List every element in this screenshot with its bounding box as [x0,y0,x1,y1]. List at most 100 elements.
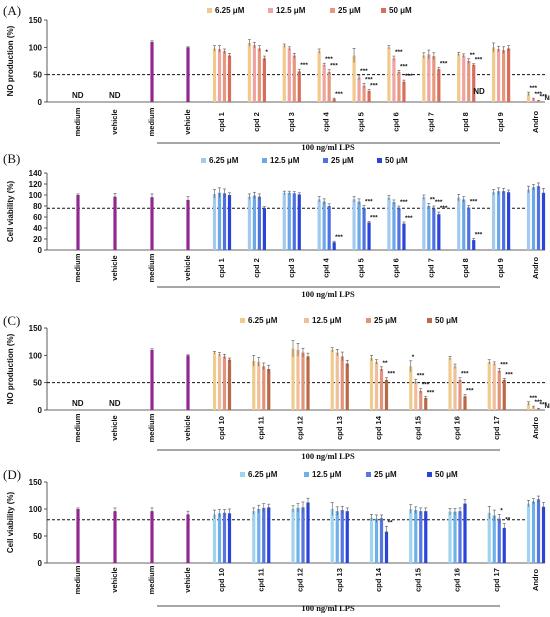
category-label: cpd 9 [496,112,505,132]
data-bar [257,48,261,102]
legend-label: 6.25 μM [248,316,278,325]
y-tick-label: 50 [33,71,42,80]
category-label: medium [147,565,156,594]
data-bar [212,514,217,563]
category-label: cpd 9 [496,258,505,278]
significance-label: ** [470,52,476,59]
category-label: cpd 5 [357,112,366,132]
legend-label: 50 μM [389,6,412,15]
data-bar [327,71,331,102]
y-tick-label: 150 [29,478,43,487]
data-bar [379,369,384,410]
data-bar [287,48,291,102]
data-bar [487,361,491,410]
data-bar [296,507,300,563]
data-bar [252,511,256,563]
category-label: cpd 16 [453,416,462,440]
data-bar [409,366,413,410]
data-bar [247,196,251,250]
category-label: cpd 7 [426,112,435,132]
control-bar [76,509,80,563]
group-label: 100 ng/ml LPS [301,289,355,299]
category-label: vehicle [183,567,192,592]
legend-label: 12.5 μM [312,316,342,325]
significance-label: *** [535,91,543,98]
group-label: 100 ng/ml LPS [301,142,355,152]
data-bar [217,354,222,410]
data-bar [424,511,428,563]
data-bar [458,379,462,410]
data-bar [330,349,334,410]
data-bar [317,199,321,250]
significance-label: ND [545,95,550,102]
category-label: vehicle [110,255,119,280]
data-bar [432,208,436,250]
data-bar [306,356,310,410]
legend-label: 12.5 μM [312,470,342,479]
data-bar [227,195,232,250]
data-bar [536,499,541,563]
legend-label: 25 μM [374,470,397,479]
legend-swatch [304,472,309,477]
y-tick-label: 20 [33,235,42,244]
category-label: vehicle [110,109,119,134]
data-bar [526,93,531,102]
data-bar [432,56,436,102]
category-label: cpd 12 [296,416,305,440]
significance-label: ** [388,519,394,526]
data-bar [352,55,356,102]
data-bar [453,511,457,563]
data-bar [222,193,227,250]
data-bar [472,64,476,102]
data-bar [497,518,501,563]
legend-swatch [427,318,432,323]
nd-label: ND [473,87,485,96]
data-bar [345,511,349,563]
data-bar [422,55,426,102]
category-label: medium [147,413,156,442]
data-bar [296,349,300,410]
legend-swatch [207,8,212,13]
data-bar [212,352,217,410]
data-bar [379,518,384,563]
legend-label: 50 μM [435,316,458,325]
data-bar [427,206,431,250]
data-bar [327,206,331,250]
data-bar [257,509,261,563]
category-label: cpd 12 [296,568,305,592]
significance-label: * [500,507,503,514]
data-bar [367,91,371,102]
data-bar [267,507,271,563]
category-label: Andro [531,569,540,591]
significance-label: *** [422,382,430,389]
control-bar [150,349,154,410]
data-bar [257,361,261,410]
data-bar [492,192,496,250]
legend-label: 12.5 μM [270,156,300,165]
significance-label: *** [440,205,448,212]
data-bar [222,51,227,102]
nd-label: ND [109,91,121,100]
data-bar [497,191,501,250]
data-bar [392,58,396,102]
category-label: cpd 15 [413,568,422,592]
significance-label: *** [330,63,338,70]
legend-label: 50 μM [435,470,458,479]
data-bar [212,193,217,250]
category-label: cpd 11 [256,568,265,591]
category-label: cpd 8 [461,112,470,132]
data-bar [487,512,491,563]
y-axis-title: Cell viability (%) [6,491,15,553]
group-label: 100 ng/ml LPS [301,451,355,461]
significance-label: *** [540,93,548,100]
category-label: cpd 13 [335,568,344,592]
nd-label: ND [109,399,121,408]
control-bar [186,514,190,563]
category-label: Andro [531,111,540,133]
data-bar [217,48,222,102]
category-label: cpd 5 [357,258,366,278]
category-label: cpd 4 [322,111,331,131]
legend-swatch [427,472,432,477]
y-tick-label: 50 [33,379,42,388]
